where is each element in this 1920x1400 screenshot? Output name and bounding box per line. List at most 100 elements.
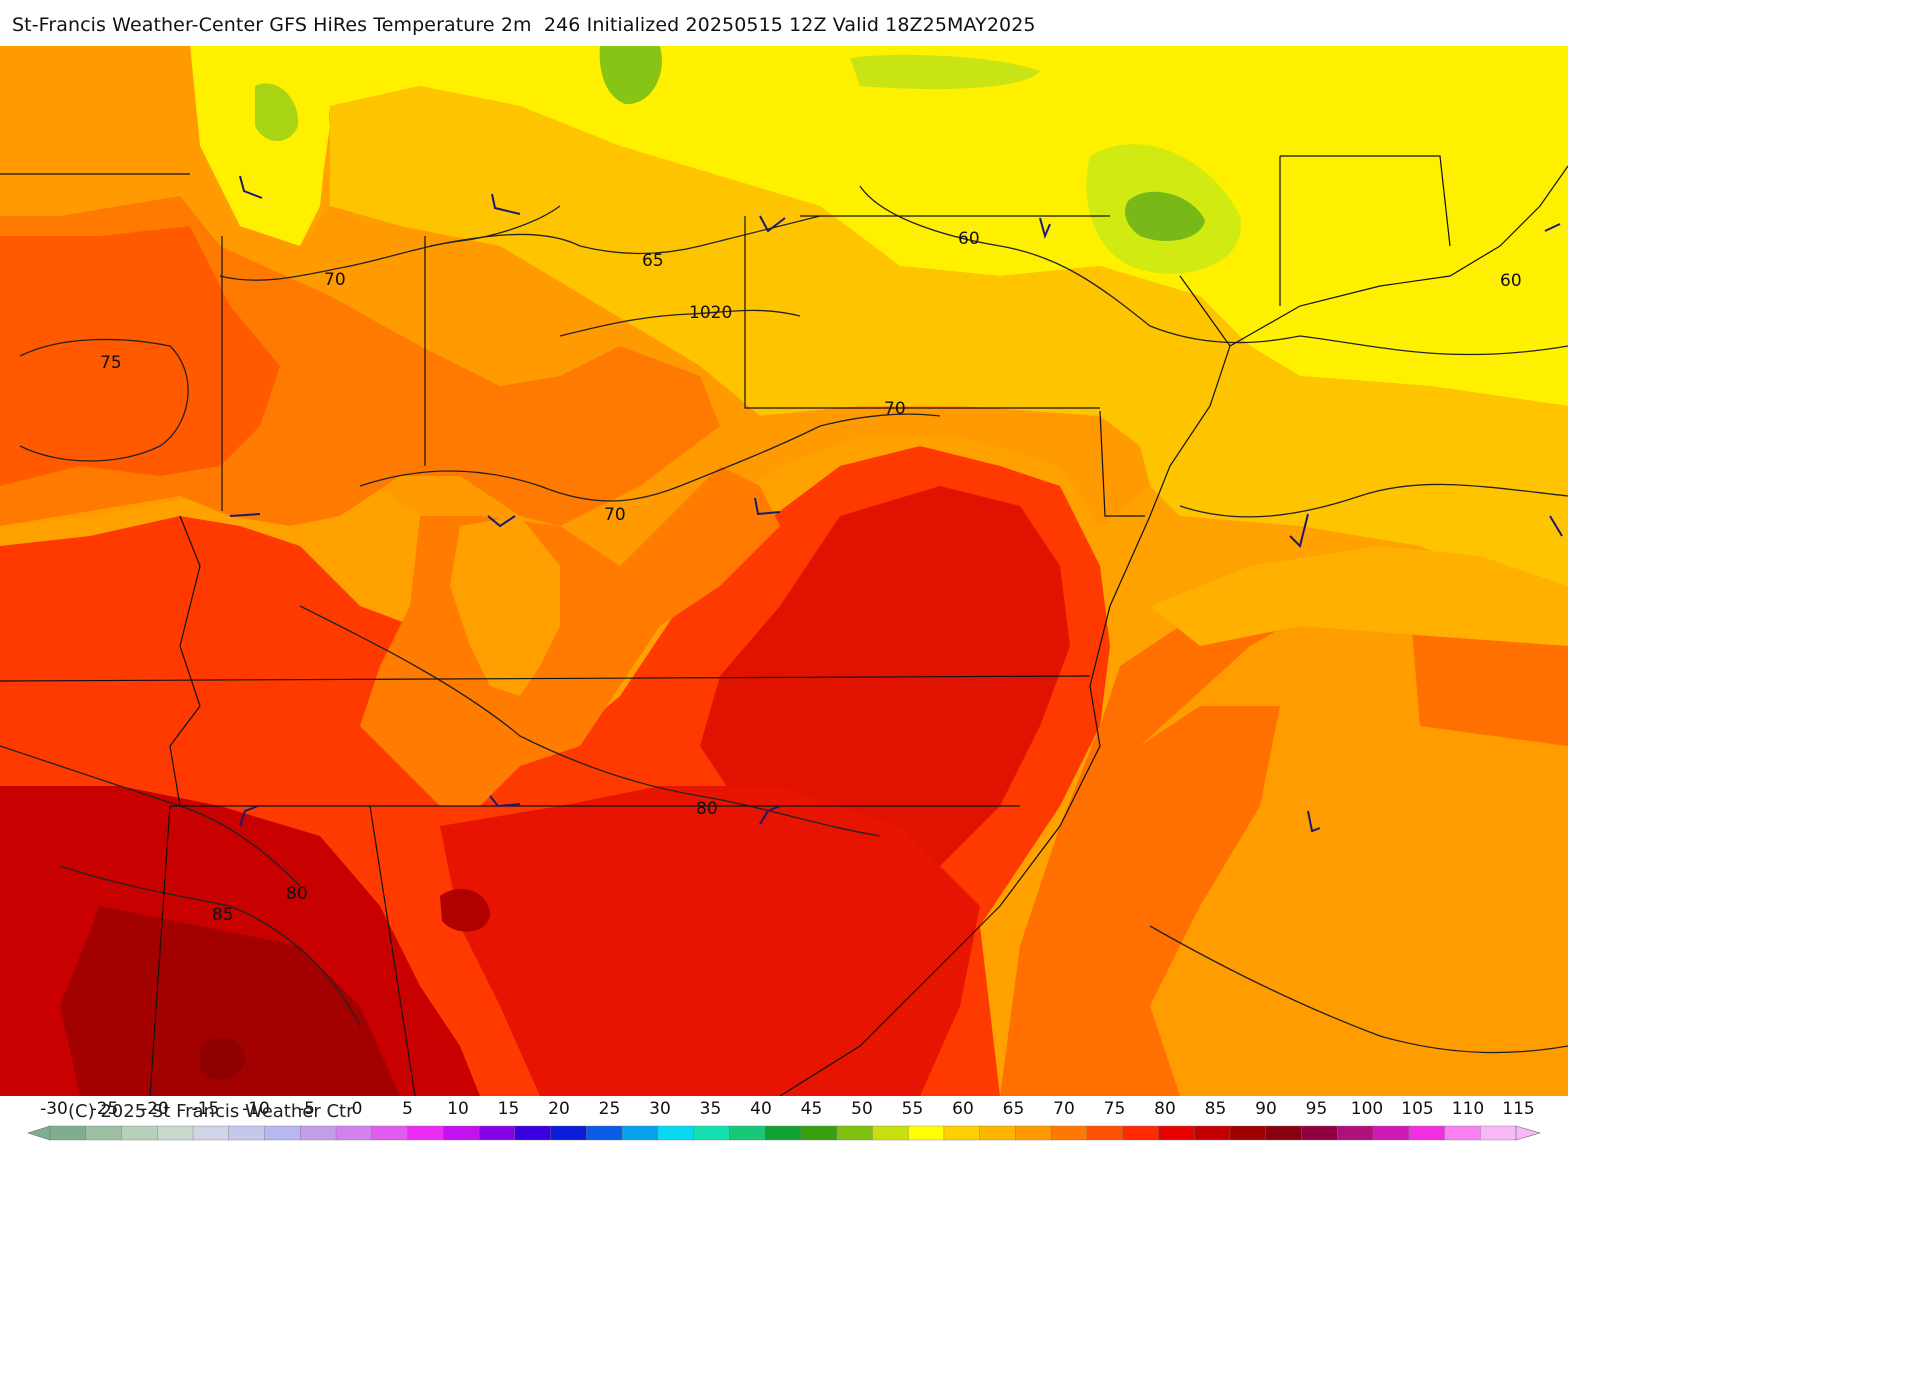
colorbar-swatches [27, 1125, 1542, 1141]
colorbar-swatch [85, 1125, 123, 1141]
colorbar-tick-label: 110 [1452, 1099, 1484, 1119]
colorbar-tick-label: 65 [1003, 1099, 1025, 1119]
colorbar-swatch [872, 1125, 909, 1141]
temp-zone-light-orange [330, 86, 1568, 606]
colorbar-swatch [1158, 1125, 1195, 1141]
isotherm-line-65 [429, 215, 821, 255]
isotherm-line-85 [59, 865, 361, 1027]
colorbar-tick-label: 75 [1104, 1099, 1126, 1119]
temp-zone-red-orange-west [0, 226, 280, 486]
map-title: St-Francis Weather-Center GFS HiRes Temp… [12, 14, 1036, 36]
isotherm-label: 60 [1500, 271, 1522, 291]
wind-barb-8 [754, 497, 781, 516]
isotherm-line-75 [19, 338, 189, 462]
colorbar-swatch [621, 1125, 659, 1141]
colorbar-swatch [49, 1125, 87, 1141]
colorbar-swatch [943, 1125, 981, 1141]
isotherm-label: 65 [642, 251, 664, 271]
colorbar-swatch [514, 1125, 552, 1141]
temp-zone-light-appalachian [450, 516, 560, 696]
colorbar-swatch [1122, 1125, 1159, 1141]
temp-zone-green-1 [255, 83, 299, 141]
colorbar-tick-label: 35 [700, 1099, 722, 1119]
colorbar-swatch [371, 1125, 409, 1141]
colorbar-left-arrow [27, 1125, 51, 1141]
wind-barb-9 [1289, 513, 1309, 548]
isotherm-labels: 70 65 75 1020 60 60 70 70 80 80 85 [100, 229, 1522, 925]
colorbar-swatch [764, 1125, 802, 1141]
colorbar-tick-label: 100 [1351, 1099, 1383, 1119]
colorbar-swatch [1444, 1125, 1481, 1141]
isotherm-label: 70 [604, 505, 626, 525]
colorbar-swatch [1050, 1125, 1088, 1141]
colorbar-swatch [1229, 1125, 1267, 1141]
colorbar-swatch [729, 1125, 766, 1141]
wind-barb-7 [487, 515, 516, 528]
boundary-pennsylvania [744, 216, 1100, 409]
colorbar-swatch [1337, 1125, 1374, 1141]
temp-zone-yellow [0, 46, 1568, 406]
boundary-northeast-coast [1229, 165, 1568, 347]
boundary-ohio-river [0, 675, 1091, 682]
isotherm-label: 75 [100, 353, 122, 373]
wind-barb-4 [1039, 217, 1051, 240]
boundary-delaware [1099, 410, 1145, 517]
wind-barb-12 [759, 805, 781, 825]
colorbar-tick-label: 20 [548, 1099, 570, 1119]
colorbar-tick-label: 70 [1053, 1099, 1075, 1119]
isotherm-label: 70 [324, 270, 346, 290]
colorbar-tick-label: 80 [1154, 1099, 1176, 1119]
boundary-alabama [149, 805, 171, 1096]
colorbar-swatch [800, 1125, 838, 1141]
isotherm-line-60 [859, 185, 1568, 356]
colorbar-swatch [478, 1125, 516, 1141]
temp-zone-red-southeast [440, 786, 980, 1096]
isotherm-line-ocean [1179, 483, 1568, 518]
colorbar-tick-label: 0 [352, 1099, 363, 1119]
boundary-mississippi-river [169, 515, 201, 807]
colorbar-swatch [1086, 1125, 1124, 1141]
isotherm-label: 85 [212, 905, 234, 925]
colorbar-tick-label: 105 [1401, 1099, 1433, 1119]
colorbar-swatch [1480, 1125, 1517, 1141]
isotherm-label: 1020 [689, 303, 732, 323]
colorbar-swatch [693, 1125, 730, 1141]
state-boundaries [0, 155, 1568, 1096]
colorbar-tick-label: 50 [851, 1099, 873, 1119]
temp-zone-red-dark [700, 486, 1070, 886]
colorbar-tick-label: 45 [801, 1099, 823, 1119]
colorbar-tick-label: 85 [1205, 1099, 1227, 1119]
wind-barb-13 [1307, 810, 1321, 833]
wind-barb-6 [229, 513, 261, 517]
colorbar-swatch [300, 1125, 337, 1141]
colorbar-tick-label: -5 [298, 1099, 315, 1119]
colorbar-swatch [121, 1125, 158, 1141]
wind-barb-2 [491, 193, 521, 215]
colorbar-swatch [1015, 1125, 1052, 1141]
temp-zone-ocean-light [1150, 546, 1568, 646]
colorbar-swatch [228, 1125, 266, 1141]
wind-barb-14 [489, 795, 521, 808]
colorbar-tick-label: 90 [1255, 1099, 1277, 1119]
colorbar-swatch [1265, 1125, 1302, 1141]
colorbar-tick-label: 25 [599, 1099, 621, 1119]
colorbar-tick-label: 5 [402, 1099, 413, 1119]
colorbar-ticks: -30 -25 -20 -15 -10 -5 0 5 10 15 20 25 30 35 40 45 50 55 6… [40, 1099, 1535, 1119]
wind-barb-10 [1549, 515, 1563, 537]
colorbar-swatch [907, 1125, 945, 1141]
isotherm-lines [0, 185, 1568, 1054]
boundary-new-england [1279, 155, 1451, 306]
colorbar-tick-label: 30 [649, 1099, 671, 1119]
wind-barb-3 [759, 215, 786, 233]
colorbar-swatch [443, 1125, 480, 1141]
boundary-coast [779, 275, 1231, 1096]
copyright-notice: (C) 2025 St Francis Weather Ctr [68, 1101, 354, 1122]
temperature-colorbar: -30 -25 -20 -15 -10 -5 0 5 10 15 20 25 30 35 40 45 50 55 6… [27, 1099, 1542, 1141]
isotherm-label: 70 [884, 399, 906, 419]
temp-zone-orange [0, 46, 1150, 646]
wind-barb-1 [239, 175, 263, 199]
colorbar-swatch [407, 1125, 444, 1141]
colorbar-right-arrow [1515, 1125, 1542, 1141]
colorbar-swatch [1408, 1125, 1445, 1141]
colorbar-swatch [550, 1125, 587, 1141]
